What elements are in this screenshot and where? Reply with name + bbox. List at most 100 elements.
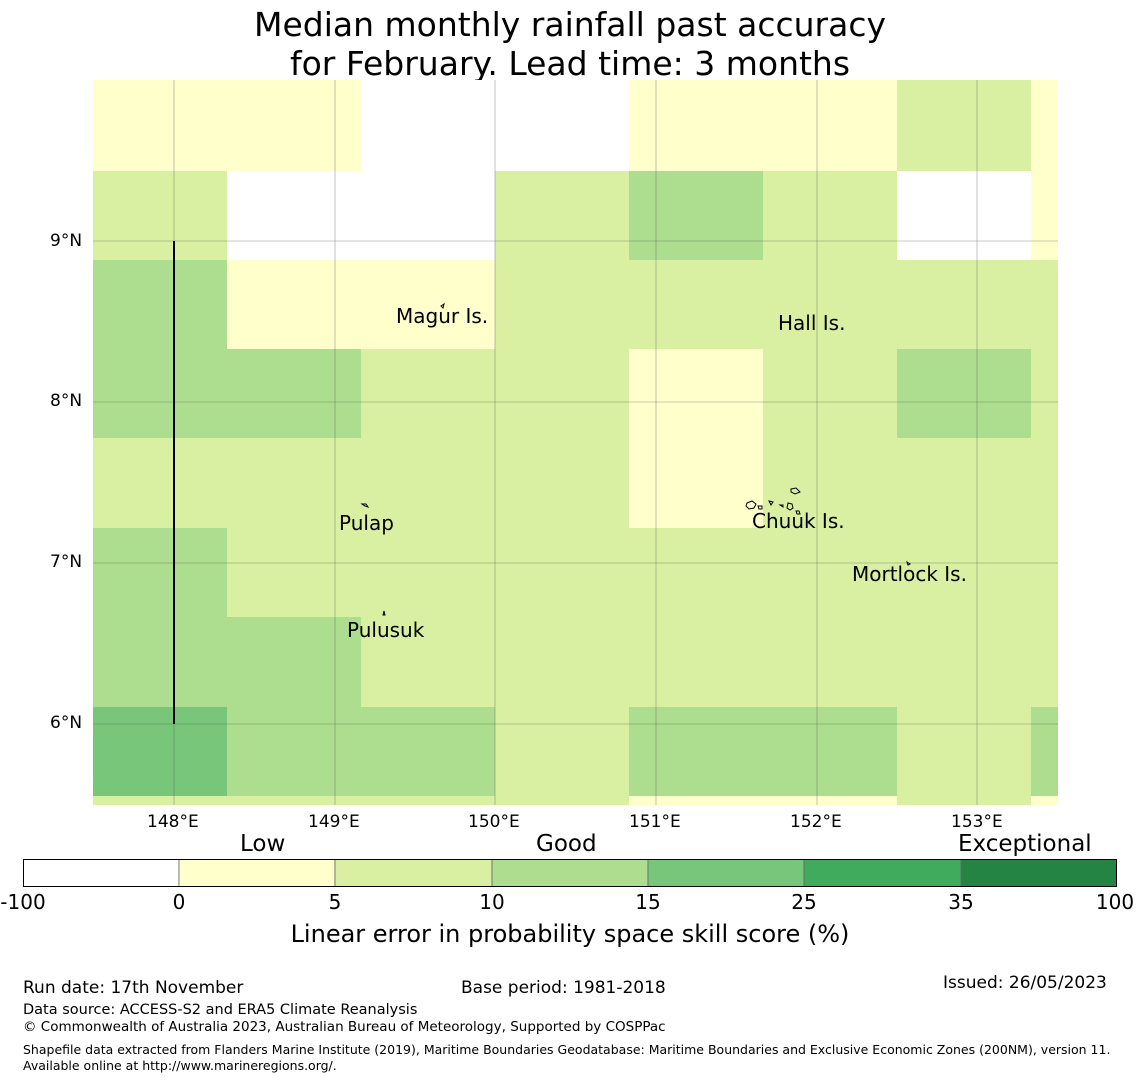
grid-cell [361, 707, 495, 796]
grid-cell [227, 260, 361, 349]
grid-cell [1031, 80, 1058, 171]
grid-cell [897, 80, 1031, 171]
colorbar-segment [647, 859, 805, 887]
colorbar-tick: 35 [948, 890, 974, 914]
island-chuuk-5 [786, 502, 794, 511]
island-chuuk-6 [790, 487, 801, 495]
graticule [93, 80, 1058, 805]
grid-cell [361, 260, 495, 349]
colorbar-segment [334, 859, 493, 887]
map-title-line-1: Median monthly rainfall past accuracy [253, 5, 887, 44]
grid-cell [361, 438, 495, 528]
map-panel [93, 80, 1058, 805]
grid-cell [897, 171, 1031, 260]
y-tick-label: 7°N [50, 552, 83, 572]
colorbar-segment [23, 859, 180, 887]
grid-cell [1031, 528, 1058, 617]
grid-cell [629, 707, 763, 796]
grid-cell [763, 349, 897, 438]
grid-cell [763, 796, 897, 805]
colorbar-segment [491, 859, 649, 887]
grid-cell [897, 438, 1031, 528]
base-period: Base period: 1981-2018 [461, 978, 666, 998]
x-tick-label: 148°E [147, 812, 199, 832]
copyright: © Commonwealth of Australia 2023, Austra… [23, 1019, 666, 1035]
colorbar-frame [23, 859, 1117, 887]
grid-cell [227, 80, 361, 171]
grid-cell [897, 260, 1031, 349]
colorbar [23, 859, 1117, 887]
x-tick-label: 151°E [629, 812, 681, 832]
island-chuuk-7 [795, 510, 801, 515]
grid-cell [361, 171, 495, 260]
grid-cell [763, 171, 897, 260]
grid-cell [1031, 349, 1058, 438]
grid-cell [227, 796, 361, 805]
y-tick-label: 6°N [50, 713, 83, 733]
colorbar-category-good: Good [536, 831, 597, 857]
grid-cell [629, 349, 763, 438]
map-title-line-2: for February. Lead time: 3 months [289, 44, 851, 83]
colorbar-tick: -100 [0, 890, 46, 914]
grid-cell [495, 438, 629, 528]
grid-cell [629, 438, 763, 528]
island-outlines [360, 302, 911, 616]
grid-cell [763, 80, 897, 171]
grid-cell [495, 80, 629, 171]
island-chuuk-2 [757, 505, 763, 510]
shapefile-credit: Shapefile data extracted from Flanders M… [23, 1042, 1111, 1073]
grid-cell [93, 707, 227, 796]
grid-cell [93, 796, 227, 805]
grid-cell [897, 349, 1031, 438]
island-pulusuk [382, 610, 386, 616]
grid-cell [361, 349, 495, 438]
place-label-magur: Magur Is. [396, 304, 489, 328]
grid-cell [93, 349, 227, 438]
grid-cell [763, 438, 897, 528]
grid-cell [1031, 171, 1058, 260]
place-label-pulap: Pulap [339, 511, 394, 535]
colorbar-segment [178, 859, 336, 887]
colorbar-tick: 100 [1095, 890, 1135, 914]
grid-cell [495, 796, 629, 805]
island-mortlock [906, 560, 911, 566]
grid-cell [495, 260, 629, 349]
colorbar-label: Linear error in probability space skill … [290, 920, 850, 948]
grid-cell [1031, 796, 1058, 805]
grid-cell [227, 171, 361, 260]
x-tick-label: 152°E [790, 812, 842, 832]
grid-cell [763, 617, 897, 707]
data-source: Data source: ACCESS-S2 and ERA5 Climate … [23, 1002, 418, 1018]
grid-cell [361, 80, 495, 171]
issued-date: Issued: 26/05/2023 [943, 973, 1107, 993]
grid-cell [629, 80, 763, 171]
grid-cell [897, 707, 1031, 796]
grid-cell [361, 796, 495, 805]
grid-cell [495, 171, 629, 260]
colorbar-tick: 5 [328, 890, 342, 914]
run-date: Run date: 17th November [23, 978, 244, 998]
grid-cell [897, 617, 1031, 707]
grid-cell [495, 528, 629, 617]
colorbar-tick: 10 [479, 890, 505, 914]
grid-cell [227, 349, 361, 438]
place-label-pulusuk: Pulusuk [347, 618, 425, 642]
grid-cell [227, 617, 361, 707]
island-magur [440, 302, 445, 309]
grid-cell [1031, 617, 1058, 707]
grid-cell [763, 528, 897, 617]
grid-cell [495, 617, 629, 707]
grid-cell [1031, 438, 1058, 528]
grid-cell [227, 528, 361, 617]
grid-cell [93, 528, 227, 617]
grid-cell [897, 528, 1031, 617]
x-tick-label: 153°E [951, 812, 1003, 832]
grid-cell [93, 171, 227, 260]
colorbar-segment [960, 859, 1117, 887]
grid-cell [763, 707, 897, 796]
grid-cell [629, 796, 763, 805]
grid-cell [361, 617, 495, 707]
grid-cell [227, 707, 361, 796]
grid-cell [93, 438, 227, 528]
colorbar-tick: 25 [791, 890, 817, 914]
